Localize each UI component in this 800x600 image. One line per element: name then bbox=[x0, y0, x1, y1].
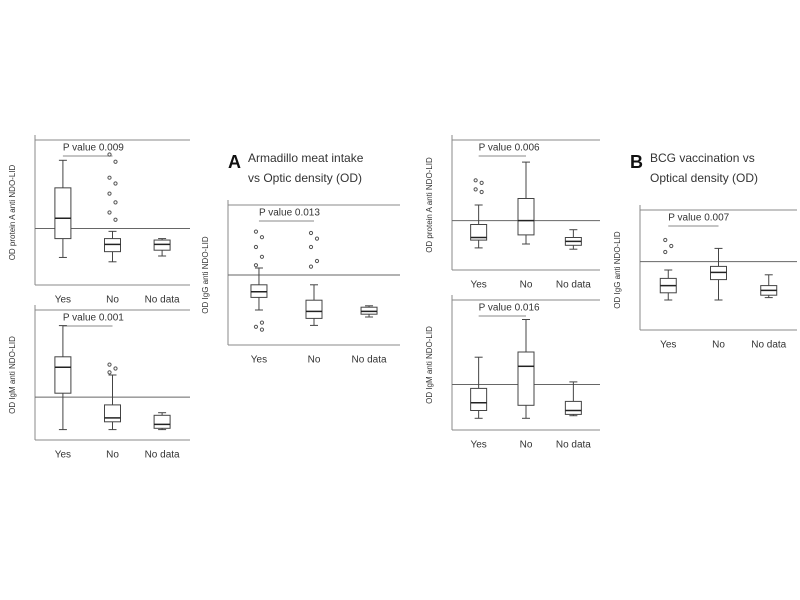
box bbox=[564, 400, 582, 415]
box bbox=[517, 198, 535, 236]
x-tick-label: No data bbox=[145, 450, 180, 461]
outlier bbox=[669, 243, 674, 249]
x-tick-label: Yes bbox=[470, 280, 486, 291]
y-axis-label: OD IgG anti NDO-LID bbox=[201, 236, 210, 314]
outlier bbox=[113, 159, 118, 164]
p-value: P value 0.009 bbox=[63, 143, 124, 154]
outlier bbox=[253, 229, 259, 234]
x-tick-label: No data bbox=[751, 340, 786, 351]
outlier bbox=[107, 370, 112, 375]
p-value: P value 0.001 bbox=[63, 313, 124, 324]
x-tick-label: No data bbox=[352, 355, 387, 366]
outlier bbox=[253, 263, 259, 268]
y-axis-label: OD IgM anti NDO-LID bbox=[8, 336, 17, 414]
outlier bbox=[113, 200, 118, 205]
outlier bbox=[107, 210, 112, 215]
x-tick-label: No bbox=[308, 355, 321, 366]
p-value: P value 0.013 bbox=[259, 208, 320, 219]
x-tick-label: No data bbox=[556, 440, 591, 451]
x-tick-label: No bbox=[520, 440, 533, 451]
panel-title: Armadillo meat intake bbox=[248, 151, 364, 165]
outlier bbox=[113, 181, 118, 186]
outlier bbox=[107, 175, 112, 180]
p-value: P value 0.006 bbox=[479, 143, 540, 154]
outlier bbox=[253, 324, 259, 329]
y-axis-label: OD IgG anti NDO-LID bbox=[613, 231, 622, 309]
outlier bbox=[308, 264, 314, 269]
y-axis-label: OD protein A anti NDO-LID bbox=[8, 164, 17, 260]
box bbox=[470, 224, 488, 241]
outlier bbox=[314, 236, 320, 241]
outlier bbox=[479, 189, 484, 195]
box bbox=[517, 351, 535, 406]
x-tick-label: Yes bbox=[251, 355, 267, 366]
box bbox=[54, 356, 72, 394]
x-tick-label: No bbox=[106, 450, 119, 461]
outlier bbox=[314, 258, 320, 264]
outlier bbox=[107, 191, 112, 196]
x-tick-label: No bbox=[712, 340, 725, 351]
panel-title: Optical density (OD) bbox=[650, 171, 758, 185]
outlier bbox=[259, 327, 265, 332]
outlier bbox=[663, 249, 668, 255]
outlier bbox=[663, 237, 668, 243]
p-value: P value 0.007 bbox=[668, 213, 729, 224]
box bbox=[104, 404, 121, 423]
x-tick-label: Yes bbox=[470, 440, 486, 451]
box bbox=[153, 414, 171, 429]
outlier bbox=[107, 362, 112, 367]
box bbox=[54, 187, 72, 240]
x-tick-label: No data bbox=[145, 295, 180, 306]
panel-letter: A bbox=[228, 152, 241, 172]
p-value: P value 0.016 bbox=[479, 303, 540, 314]
panel-title: BCG vaccination vs bbox=[650, 151, 755, 165]
outlier bbox=[473, 178, 478, 183]
outlier bbox=[259, 235, 265, 240]
panel-letter: B bbox=[630, 152, 643, 172]
panel-title: vs Optic density (OD) bbox=[248, 171, 362, 185]
box bbox=[470, 387, 488, 411]
outlier bbox=[113, 366, 118, 371]
outlier bbox=[113, 217, 118, 222]
outlier bbox=[259, 320, 265, 325]
x-tick-label: No bbox=[106, 295, 119, 306]
y-axis-label: OD IgM anti NDO-LID bbox=[425, 326, 434, 404]
outlier bbox=[259, 254, 265, 259]
outlier bbox=[253, 244, 259, 250]
x-tick-label: Yes bbox=[55, 295, 71, 306]
box bbox=[305, 299, 323, 319]
x-tick-label: No data bbox=[556, 280, 591, 291]
outlier bbox=[308, 244, 314, 250]
y-axis-label: OD protein A anti NDO-LID bbox=[425, 157, 434, 253]
outlier bbox=[473, 187, 478, 192]
outlier bbox=[308, 230, 314, 236]
x-tick-label: No bbox=[520, 280, 533, 291]
x-tick-label: Yes bbox=[660, 340, 676, 351]
outlier bbox=[479, 180, 484, 185]
x-tick-label: Yes bbox=[55, 450, 71, 461]
outlier bbox=[107, 152, 112, 157]
